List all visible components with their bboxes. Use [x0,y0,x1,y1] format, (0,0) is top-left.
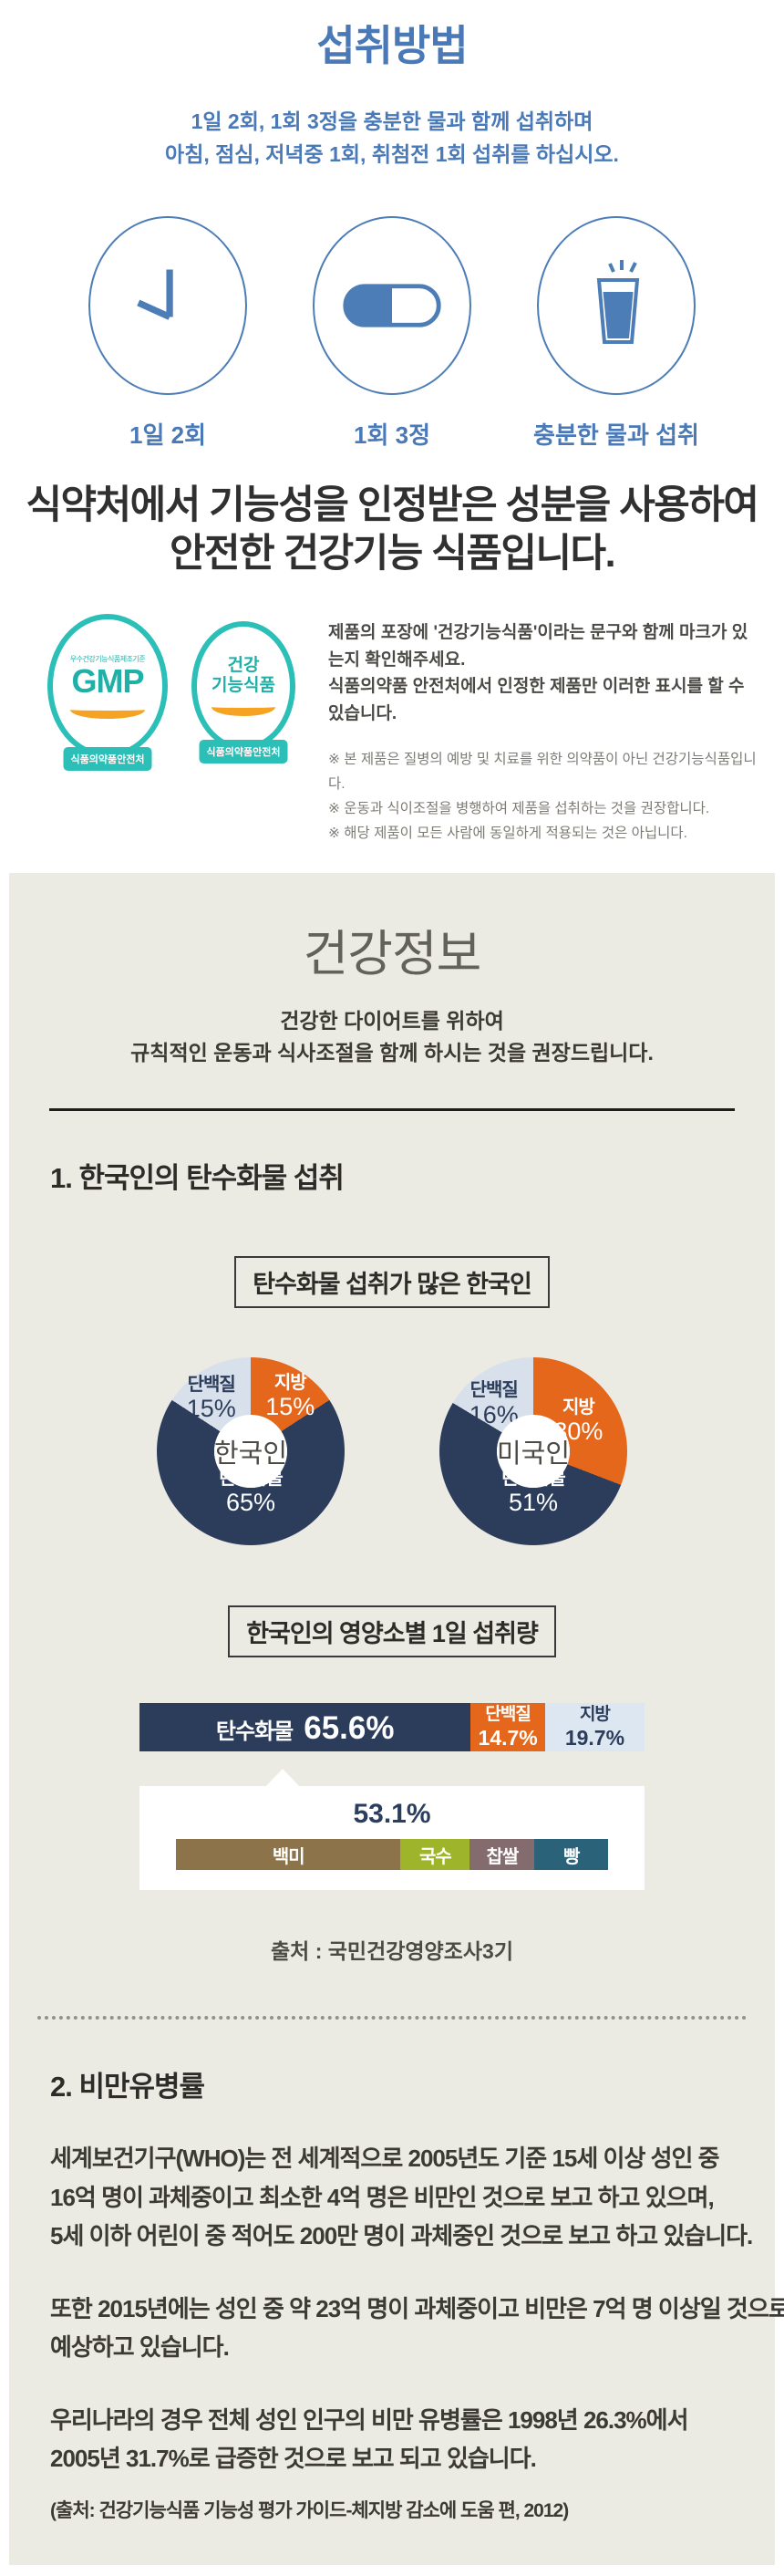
certification-heading-line2: 안전한 건강기능 식품입니다. [169,531,616,576]
gmp-badge-top-text: 우수건강기능식품제조기준 [69,654,146,663]
certification-description-line1: 제품의 포장에 '건강기능식품'이라는 문구와 함께 마크가 있는지 확인해주세… [328,623,748,670]
certification-row: 우수건강기능식품제조기준 GMP 식품의약품안전처 건강 기능식품 식품의약품안… [47,614,757,846]
certification-description: 제품의 포장에 '건강기능식품'이라는 문구와 함께 마크가 있는지 확인해주세… [328,619,757,727]
donut-center: 한국인 [213,1415,288,1489]
certification-notes: ※ 본 제품은 질병의 예방 및 치료를 위한 의약품이 아닌 건강기능식품입니… [328,747,757,847]
health-info-subtitle: 건강한 다이어트를 위하여 규칙적인 운동과 식사조절을 함께 하시는 것을 권… [9,1005,775,1068]
intake-title: 섭취방법 [316,22,468,69]
donut-center-label: 한국인 [213,1439,288,1470]
water-glass-icon [537,216,696,396]
bar-segment-carb: 탄수화물 65.6% [139,1703,471,1752]
bar-segment-sweet-rice: 찹쌀 [469,1839,535,1871]
clock-icon [88,216,247,396]
certification-text: 제품의 포장에 '건강기능식품'이라는 문구와 함께 마크가 있는지 확인해주세… [328,614,757,846]
bar-segment-noodle: 국수 [400,1839,470,1871]
donut-chart-korean: 단백질 15% 지방 15% 탄수화물 65% 한국인 [157,1357,345,1546]
certification-note: ※ 본 제품은 질병의 예방 및 치료를 위한 의약품이 아닌 건강기능식품입니… [328,751,757,793]
intake-subtitle-line1: 1일 2회, 1회 3정을 충분한 물과 함께 섭취하며 [191,109,593,133]
bar-segment-fat: 지방 19.7% [544,1703,645,1752]
bar-segment-bread: 빵 [534,1839,608,1871]
health-functional-food-badge: 건강 기능식품 식품의약품안전처 [191,621,295,764]
certification-section: 식약처에서 기능성을 인정받은 성분을 사용하여 안전한 건강기능 식품입니다.… [0,482,784,846]
gmp-badge-banner: 식품의약품안전처 [63,747,152,772]
intake-subtitle: 1일 2회, 1회 3정을 충분한 물과 함께 섭취하며 아침, 점심, 저녁중… [0,106,784,171]
obesity-paragraph-3: 우리나라의 경우 전체 성인 인구의 비만 유병률은 1998년 26.3%에서… [50,2405,689,2473]
health-info-title: 건강정보 [303,927,482,982]
section2-heading: 2. 비만유병률 [50,2071,205,2103]
intake-icons-row: 1일 2회 1회 3정 [0,216,784,451]
certification-heading: 식약처에서 기능성을 인정받은 성분을 사용하여 안전한 건강기능 식품입니다. [0,482,784,577]
obesity-source: (출처: 건강기능식품 기능성 평가 가이드-체지방 감소에 도움 편, 201… [50,2500,569,2522]
health-info-subtitle-line1: 건강한 다이어트를 위하여 [280,1009,504,1034]
certification-note: ※ 해당 제품이 모든 사람에 동일하게 적용되는 것은 아닙니다. [328,826,687,842]
intake-item-frequency: 1일 2회 [77,216,259,451]
intake-item-label: 1회 3정 [354,421,430,450]
chart-source: 출처 : 국민건강영양조사3기 [271,1939,513,1964]
certification-heading-line1: 식약처에서 기능성을 인정받은 성분을 사용하여 [26,483,760,528]
section1-heading: 1. 한국인의 탄수화물 섭취 [50,1162,345,1195]
dotted-divider [37,2016,747,2020]
donut-slice-label-protein: 단백질 15% [186,1374,236,1423]
gmp-badge: 우수건강기능식품제조기준 GMP 식품의약품안전처 [47,614,168,772]
donut-chart-american: 단백질 16% 지방 30% 탄수화물 51% 미국인 [439,1357,627,1546]
health-info-subtitle-line2: 규칙적인 운동과 식사조절을 함께 하시는 것을 권장드립니다. [130,1040,654,1065]
section-divider [49,1108,735,1112]
certification-note: ※ 운동과 식이조절을 병행하여 제품을 섭취하는 것을 권장합니다. [328,801,710,817]
gmp-badge-seal: 우수건강기능식품제조기준 GMP [47,614,168,759]
bar-segment-protein: 단백질 14.7% [470,1703,545,1752]
carb-sources-value: 53.1% [353,1799,431,1830]
gmp-badge-main-text: GMP [71,661,144,700]
donut-center: 미국인 [496,1415,571,1489]
laurel-swoosh-icon [70,701,145,719]
donut-chart-row: 단백질 15% 지방 15% 탄수화물 65% 한국인 [9,1357,775,1546]
hff-badge-main-line2: 기능식품 [211,676,275,696]
donut-slice-label-fat: 지방 15% [265,1372,315,1421]
intake-item-label: 충분한 물과 섭취 [533,421,699,450]
bar-segment-rice: 백미 [176,1839,401,1871]
certification-description-line2: 식품의약품 안전처에서 인정한 제품만 이러한 표시를 할 수 있습니다. [328,677,745,723]
carb-sources-callout: 53.1% 백미 국수 찹쌀 빵 [139,1769,645,1891]
daily-intake-box-title: 한국인의 영양소별 1일 섭취량 [228,1605,556,1658]
hff-badge-seal: 건강 기능식품 [191,621,295,752]
intake-subtitle-line2: 아침, 점심, 저녁중 1회, 취첨전 1회 섭취를 하십시오. [165,141,619,166]
obesity-paragraph-2: 또한 2015년에는 성인 중 약 23억 명이 과체중이고 비만은 7억 명 … [50,2294,784,2361]
pill-icon [313,216,471,396]
carb-sources-bar: 백미 국수 찹쌀 빵 [176,1839,608,1871]
intake-item-water: 충분한 물과 섭취 [525,216,707,451]
laurel-swoosh-icon [211,698,275,717]
health-info-section: 건강정보 건강한 다이어트를 위하여 규칙적인 운동과 식사조절을 함께 하시는… [9,873,784,2566]
donut-chart-box-title: 탄수화물 섭취가 많은 한국인 [234,1256,550,1309]
certification-badges: 우수건강기능식품제조기준 GMP 식품의약품안전처 건강 기능식품 식품의약품안… [47,614,295,772]
donut-center-label: 미국인 [496,1439,571,1470]
intake-item-dose: 1회 3정 [301,216,483,451]
obesity-paragraph-1: 세계보건기구(WHO)는 전 세계적으로 2005년도 기준 15세 이상 성인… [50,2145,753,2249]
intake-item-label: 1일 2회 [129,421,206,450]
hff-badge-banner: 식품의약품안전처 [199,740,288,764]
hff-badge-main-line1: 건강 [227,656,260,676]
daily-intake-bar: 탄수화물 65.6% 단백질 14.7% 지방 19.7% [139,1703,645,1752]
intake-method-section: 섭취방법 1일 2회, 1회 3정을 충분한 물과 함께 섭취하며 아침, 점심… [0,0,784,451]
